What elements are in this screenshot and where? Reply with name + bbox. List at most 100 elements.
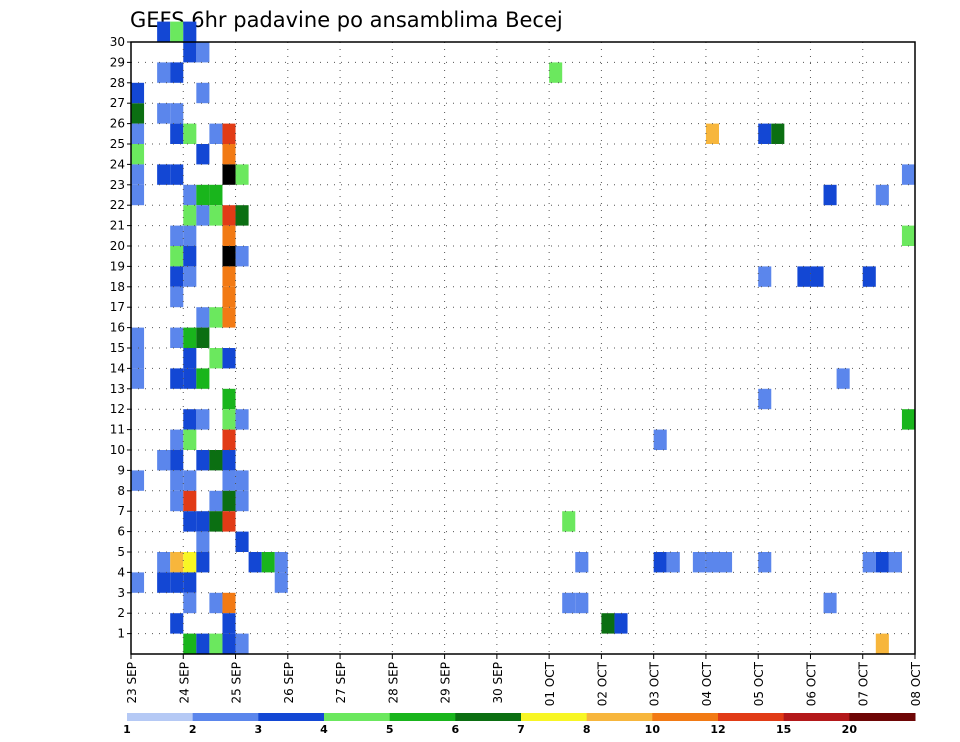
x-tick-label: 23 SEP (125, 662, 139, 704)
y-tick-label: 30 (110, 35, 125, 49)
heatmap-cell (235, 633, 249, 654)
heatmap-cell (901, 164, 915, 185)
x-tick-label: 30 SEP (491, 662, 505, 704)
heatmap-cell (209, 592, 223, 614)
x-axis: 23 SEP 24 SEP 25 SEP 26 SEP 27 SEP 28 SEP 29 S… (125, 654, 923, 706)
heatmap-cell (209, 348, 223, 369)
heatmap-cell (235, 246, 249, 267)
heatmap-cell (170, 21, 184, 42)
colorbar-legend: 1 2 3 4 5 6 7 8 10 12 15 20 (123, 713, 916, 736)
y-tick-label: 8 (117, 484, 125, 498)
heatmap-cell (875, 184, 889, 206)
colorbar-swatch (455, 713, 522, 721)
heatmap-cell (157, 164, 171, 185)
colorbar-swatch (192, 713, 259, 721)
x-tick-label: 06 OCT (804, 661, 818, 706)
heatmap-cell (170, 490, 184, 512)
heatmap-cell (222, 409, 236, 430)
heatmap-cell (170, 327, 184, 348)
heatmap-cell (183, 225, 197, 246)
y-tick-label: 4 (117, 565, 125, 579)
heatmap-cell (170, 62, 184, 83)
heatmap-cell (196, 552, 210, 573)
heatmap-cell (170, 572, 184, 593)
colorbar-swatch (258, 713, 325, 721)
heatmap-cell (562, 592, 576, 614)
heatmap-cell (614, 613, 628, 634)
x-tick-label: 29 SEP (439, 662, 453, 704)
heatmap-cell (823, 184, 837, 206)
heatmap-cell (235, 470, 249, 491)
heatmap-cell (196, 307, 210, 328)
heatmap-cell (196, 450, 210, 471)
heatmap-cell (131, 572, 145, 593)
heatmap-cell (196, 531, 210, 552)
x-tick-label: 28 SEP (386, 662, 400, 704)
y-tick-label: 28 (110, 76, 125, 90)
heatmap-cell (183, 368, 197, 389)
heatmap-cell (131, 368, 145, 389)
heatmap-cell (222, 164, 236, 185)
heatmap-cell (196, 511, 210, 532)
colorbar-label: 12 (710, 723, 725, 736)
heatmap-cell (183, 409, 197, 430)
heatmap-cell (170, 164, 184, 185)
heatmap-cell (131, 123, 145, 144)
heatmap-cell (875, 633, 889, 654)
colorbar-label: 6 (452, 723, 460, 736)
heatmap-cell (222, 286, 236, 308)
heatmap-cell (183, 21, 197, 42)
heatmap-cell (209, 450, 223, 471)
heatmap-cell (157, 552, 171, 573)
y-tick-label: 16 (110, 321, 125, 335)
y-tick-label: 1 (117, 627, 125, 641)
y-tick-label: 24 (110, 157, 125, 171)
heatmap-cell (901, 225, 915, 246)
heatmap-cell (209, 205, 223, 226)
heatmap-cell (705, 552, 719, 573)
heatmap-cell (235, 490, 249, 512)
y-tick-label: 2 (117, 606, 125, 620)
heatmap-cell (222, 266, 236, 287)
heatmap-cell (862, 266, 876, 287)
heatmap-cell (183, 429, 197, 450)
heatmap-cell (823, 592, 837, 614)
x-tick-label: 05 OCT (752, 661, 766, 706)
heatmap-cell (196, 144, 210, 165)
heatmap-cell (222, 388, 236, 410)
colorbar-label: 20 (842, 723, 858, 736)
x-tick-label: 08 OCT (909, 661, 923, 706)
y-tick-label: 18 (110, 280, 125, 294)
heatmap-cell (183, 348, 197, 369)
heatmap-cell (157, 103, 171, 124)
x-tick-label: 25 SEP (230, 662, 244, 704)
heatmap-cell (222, 246, 236, 267)
heatmap-cell (131, 144, 145, 165)
heatmap-cell (196, 368, 210, 389)
y-tick-label: 26 (110, 117, 125, 131)
heatmap-cell (875, 552, 889, 573)
heatmap-cell (131, 327, 145, 348)
heatmap-cell (196, 409, 210, 430)
heatmap-cell (758, 266, 772, 287)
heatmap-cell (901, 409, 915, 430)
heatmap-cell (666, 552, 680, 573)
heatmap-cell (222, 429, 236, 450)
heatmap-cell (758, 123, 772, 144)
x-tick-label: 02 OCT (595, 661, 609, 706)
colorbar-label: 15 (776, 723, 791, 736)
y-tick-label: 15 (110, 341, 125, 355)
heatmap-cell (222, 633, 236, 654)
colorbar-label: 8 (583, 723, 591, 736)
heatmap-cell (601, 613, 615, 634)
heatmap-cell (170, 613, 184, 634)
heatmap-cell (274, 552, 288, 573)
y-tick-label: 19 (110, 259, 125, 273)
heatmap-cell (862, 552, 876, 573)
y-tick-label: 11 (110, 423, 125, 437)
heatmap-cell (222, 613, 236, 634)
heatmap-cell (183, 633, 197, 654)
grid-lines (131, 42, 915, 654)
y-tick-label: 7 (117, 504, 125, 518)
